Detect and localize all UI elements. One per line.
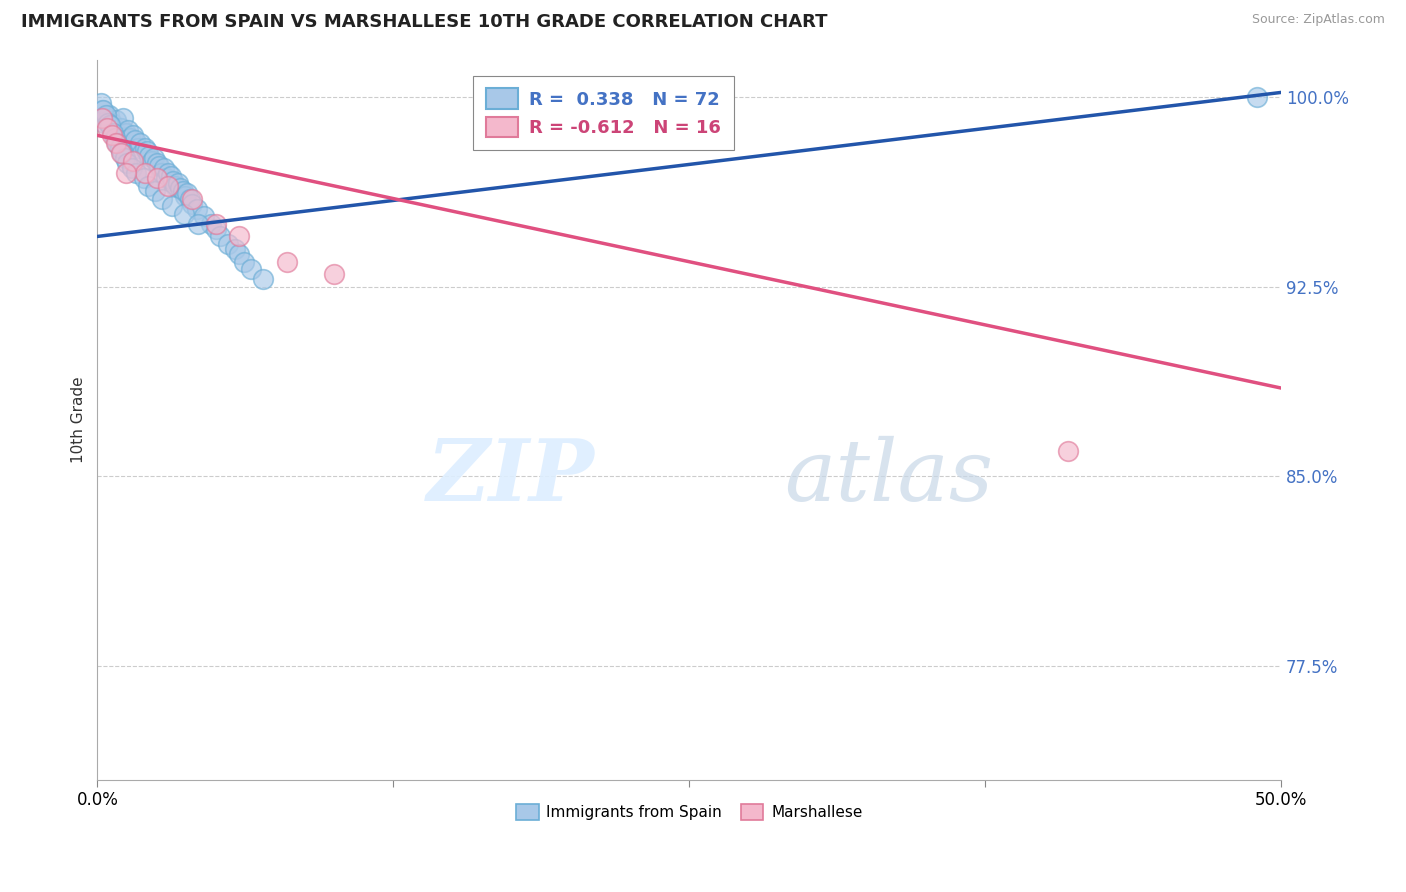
- Point: [110, 120, 132, 135]
- Point: [90, 95, 112, 110]
- Point: [145, 171, 167, 186]
- Point: [121, 153, 143, 168]
- Point: [93, 116, 115, 130]
- Point: [1246, 90, 1268, 104]
- Point: [117, 123, 139, 137]
- Legend: Immigrants from Spain, Marshallese: Immigrants from Spain, Marshallese: [510, 797, 869, 826]
- Point: [115, 156, 138, 170]
- Point: [233, 254, 256, 268]
- Point: [96, 120, 118, 135]
- Point: [105, 113, 128, 128]
- Point: [323, 268, 346, 282]
- Point: [143, 184, 166, 198]
- Point: [159, 169, 181, 183]
- Point: [209, 229, 232, 244]
- Text: atlas: atlas: [783, 436, 993, 518]
- Point: [110, 146, 132, 161]
- Point: [173, 207, 195, 221]
- Point: [157, 178, 180, 193]
- Point: [132, 171, 155, 186]
- Text: ZIP: ZIP: [426, 435, 595, 519]
- Point: [193, 209, 215, 223]
- Point: [114, 166, 136, 180]
- Point: [150, 166, 173, 180]
- Point: [276, 254, 298, 268]
- Point: [138, 148, 160, 162]
- Point: [121, 128, 143, 143]
- Point: [166, 177, 188, 191]
- Point: [124, 133, 146, 147]
- Point: [101, 126, 124, 140]
- Point: [121, 161, 143, 176]
- Point: [145, 156, 167, 170]
- Point: [172, 184, 194, 198]
- Point: [108, 141, 131, 155]
- Point: [134, 141, 156, 155]
- Point: [217, 237, 239, 252]
- Point: [155, 171, 177, 186]
- Point: [186, 202, 208, 216]
- Point: [112, 111, 135, 125]
- Point: [179, 192, 201, 206]
- Point: [91, 111, 114, 125]
- Point: [131, 146, 153, 161]
- Point: [240, 262, 263, 277]
- Point: [152, 161, 174, 176]
- Point: [129, 136, 152, 150]
- Point: [228, 229, 250, 244]
- Point: [111, 146, 134, 161]
- Point: [97, 116, 120, 130]
- Point: [204, 217, 226, 231]
- Point: [136, 178, 159, 193]
- Point: [169, 181, 191, 195]
- Point: [96, 111, 118, 125]
- Point: [176, 186, 198, 201]
- Point: [143, 151, 166, 165]
- Point: [104, 131, 127, 145]
- Point: [252, 272, 274, 286]
- Point: [204, 222, 226, 236]
- Point: [94, 108, 117, 122]
- Point: [103, 120, 125, 135]
- Point: [200, 217, 222, 231]
- Point: [228, 247, 250, 261]
- Point: [114, 126, 136, 140]
- Point: [91, 103, 114, 117]
- Point: [100, 116, 122, 130]
- Point: [181, 192, 204, 206]
- Point: [114, 151, 136, 165]
- Y-axis label: 10th Grade: 10th Grade: [72, 376, 86, 463]
- Point: [127, 141, 149, 155]
- Point: [181, 196, 204, 211]
- Text: Source: ZipAtlas.com: Source: ZipAtlas.com: [1251, 13, 1385, 27]
- Point: [120, 131, 142, 145]
- Point: [148, 159, 170, 173]
- Point: [105, 136, 128, 150]
- Text: IMMIGRANTS FROM SPAIN VS MARSHALLESE 10TH GRADE CORRELATION CHART: IMMIGRANTS FROM SPAIN VS MARSHALLESE 10T…: [21, 13, 828, 31]
- Point: [160, 199, 183, 213]
- Point: [100, 128, 122, 143]
- Point: [136, 144, 159, 158]
- Point: [125, 166, 148, 180]
- Point: [224, 242, 246, 256]
- Point: [162, 174, 184, 188]
- Point: [107, 136, 129, 150]
- Point: [157, 166, 180, 180]
- Point: [1057, 444, 1080, 458]
- Point: [98, 118, 121, 132]
- Point: [187, 217, 209, 231]
- Point: [107, 128, 129, 143]
- Point: [174, 189, 197, 203]
- Point: [134, 166, 156, 180]
- Point: [98, 108, 121, 122]
- Point: [141, 153, 163, 168]
- Point: [91, 103, 114, 117]
- Point: [152, 192, 174, 206]
- Point: [165, 178, 187, 193]
